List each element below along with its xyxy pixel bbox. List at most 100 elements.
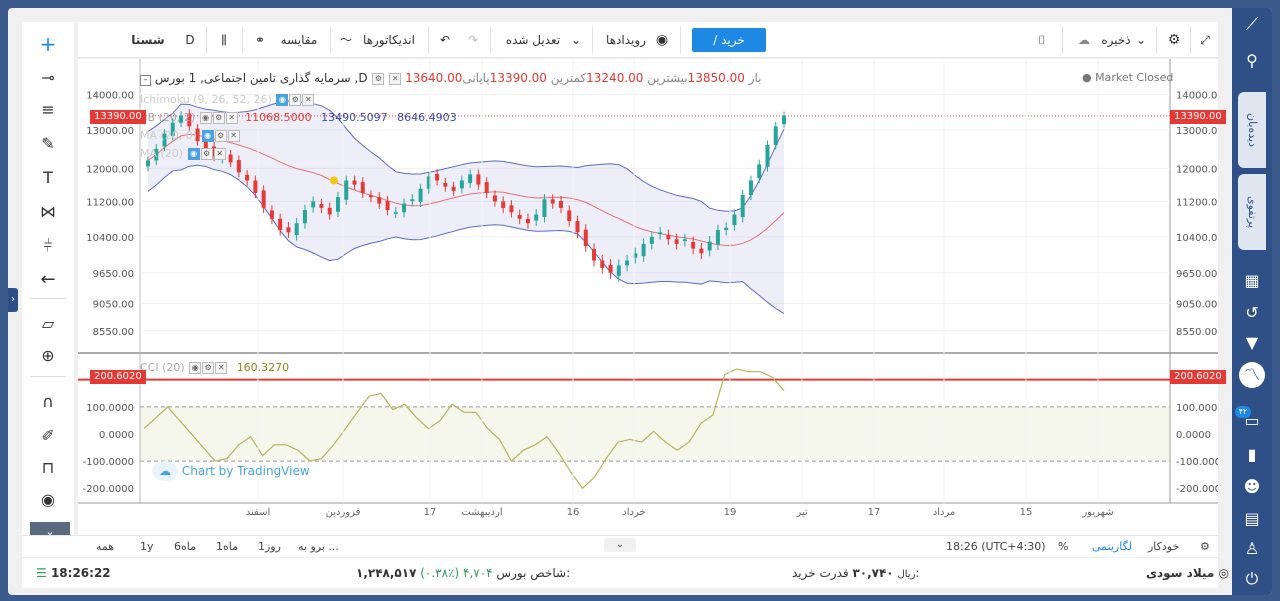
tradingview-watermark[interactable]: ☁ Chart by TradingView (152, 461, 310, 481)
candle-body (393, 212, 398, 214)
save-button[interactable]: ذخیره (1101, 33, 1131, 47)
magnet-icon[interactable]: ∩ (42, 392, 54, 411)
filter-icon[interactable]: ▼ (1245, 333, 1259, 352)
bars-icon[interactable]: ▮ (1247, 445, 1257, 464)
chart-icon[interactable]: 〽 (1239, 362, 1265, 388)
history-icon[interactable]: ↺ (1245, 303, 1259, 322)
candle-body (468, 174, 473, 183)
high-label: بیشترین (647, 71, 688, 85)
lock-icon[interactable]: ⊓ (41, 458, 55, 477)
measure-icon[interactable]: ⫩ (43, 236, 53, 255)
range-all[interactable]: همه (96, 540, 115, 553)
price-tick-right: 14000.00 (1176, 90, 1218, 101)
candle-body (699, 248, 704, 254)
price-tick-right: 12000.00 (1176, 164, 1218, 175)
events-button[interactable]: رویدادها (606, 33, 646, 47)
auto-button[interactable]: خودکار (1148, 540, 1180, 553)
calendar-icon[interactable]: ▦ (1244, 271, 1260, 290)
pattern-icon[interactable]: ⋈ (40, 202, 56, 221)
range-1m[interactable]: 1ماه (216, 540, 239, 553)
power-icon[interactable]: ⏻ (1245, 569, 1259, 588)
range-1y[interactable]: 1y (140, 540, 154, 553)
interval-button[interactable]: D (185, 33, 195, 47)
bb-upper-value: 13490.5097 (321, 111, 388, 124)
remove-icon[interactable]: ✕ (215, 362, 228, 374)
settings-icon[interactable]: ⚙ (200, 148, 213, 160)
settings-icon[interactable]: ⚙ (289, 94, 302, 106)
range-6m[interactable]: 6ماه (174, 540, 197, 553)
chevron-down-icon[interactable]: ⌄ (1135, 33, 1147, 47)
zoom-in-icon[interactable]: ⊕ (41, 346, 55, 365)
candle-type-icon[interactable]: ⫼ (221, 33, 227, 47)
symbol-label[interactable]: شستا (131, 33, 165, 47)
settings-icon[interactable]: ⚙ (214, 130, 227, 142)
gear-icon[interactable]: ⚙ (1167, 32, 1181, 48)
compare-button[interactable]: مقایسه (280, 33, 318, 47)
buying-power-value: ۳۰,۷۴۰ (852, 566, 894, 580)
candle-body (517, 214, 522, 219)
eye-icon[interactable]: ◉ (41, 490, 55, 509)
lock-drawing-icon[interactable]: ✐ (41, 426, 55, 445)
indicators-button[interactable]: اندیکاتورها (363, 33, 415, 47)
adjusted-button[interactable]: تعدیل شده (505, 33, 561, 47)
visibility-icon[interactable]: ◉ (199, 112, 212, 124)
cci-tick-right: -200.0000 (1176, 484, 1218, 495)
tab-watchlist[interactable]: دیده‌بان (1238, 92, 1266, 168)
settings-icon[interactable]: ⚙ (202, 362, 215, 374)
close-value: 13390.00 (489, 71, 547, 85)
ma2-legend: MA (20) ◉ ⚙ ✕ (140, 147, 226, 160)
candle-body (187, 113, 192, 127)
expand-toolbar-button[interactable]: › (8, 288, 18, 312)
goto-date-button[interactable]: برو به ... (298, 540, 339, 553)
layout-icon[interactable]: ▤ (1244, 509, 1260, 528)
ruler-icon[interactable]: ▱ (41, 314, 55, 333)
fibonacci-icon[interactable]: ≡ (41, 100, 55, 119)
face-icon[interactable]: ☻ (1243, 477, 1261, 496)
remove-icon[interactable]: ✕ (227, 130, 240, 142)
timezone-label[interactable]: 18:26 (UTC+4:30) (946, 540, 1046, 553)
candle-body (426, 176, 431, 189)
range-1d[interactable]: 1روز (258, 540, 281, 553)
visibility-icon[interactable]: ◉ (201, 130, 214, 142)
remove-icon[interactable]: ✕ (302, 94, 315, 106)
candle-body (286, 227, 291, 233)
gear-icon[interactable]: ⚙ (1200, 540, 1210, 553)
candle-body (236, 160, 241, 173)
chart-canvas[interactable]: 14000.00 14000.00 13000.00 13000.00 12000.00… (78, 59, 1218, 535)
candle-body (492, 195, 497, 202)
visibility-icon[interactable]: ◉ (276, 94, 289, 106)
candle-body (748, 180, 753, 196)
eye-icon[interactable]: ◉ (655, 32, 669, 48)
buy-sell-button[interactable]: خرید / فروش (692, 28, 766, 71)
remove-icon[interactable]: ✕ (225, 112, 238, 124)
hide-icon[interactable]: ✕ (389, 72, 402, 85)
collapse-icon[interactable]: – (140, 75, 151, 86)
visibility-icon[interactable]: ◉ (187, 148, 200, 160)
tab-portfolio[interactable]: پرتفوی (1238, 174, 1266, 250)
candle-body (245, 174, 250, 181)
settings-icon[interactable]: ⚙ (212, 112, 225, 124)
text-icon[interactable]: T (43, 168, 53, 187)
crosshair-icon[interactable]: + (39, 32, 57, 56)
last-price-label-left: 13390.00 (90, 110, 146, 124)
visibility-icon[interactable]: ◉ (189, 362, 202, 374)
horizontal-line-icon[interactable]: ⊸ (41, 68, 55, 87)
remove-icon[interactable]: ✕ (213, 148, 226, 160)
chevron-down-icon[interactable]: ⌄ (604, 538, 636, 552)
camera-icon[interactable]: ⌷ (1038, 33, 1046, 47)
redo-icon[interactable]: ↷ (467, 33, 479, 47)
candle-body (600, 260, 605, 268)
arrow-icon[interactable]: ← (40, 269, 56, 290)
undo-icon[interactable]: ↶ (439, 33, 451, 47)
cci-label: CCI (20) (140, 361, 185, 374)
brush-icon[interactable]: ✎ (41, 134, 55, 153)
chevron-down-icon[interactable]: ⌄ (570, 33, 582, 47)
user-info[interactable]: میلاد سودی ◎ (1146, 565, 1229, 581)
search-icon[interactable]: ⚲ (1246, 51, 1258, 70)
log-button[interactable]: لگاریتمی (1092, 540, 1132, 553)
fullscreen-icon[interactable]: ⤢ (1200, 33, 1210, 47)
chart-area[interactable]: 14000.00 14000.00 13000.00 13000.00 12000.00… (78, 59, 1226, 535)
settings-icon[interactable]: ⚙ (372, 72, 385, 85)
user-icon[interactable]: ♙ (1244, 539, 1260, 558)
percent-button[interactable]: % (1058, 540, 1069, 553)
